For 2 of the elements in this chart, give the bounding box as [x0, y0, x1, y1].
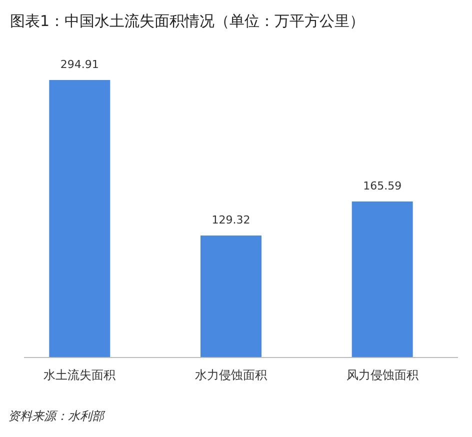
annotation: 资料来源：水利部: [8, 409, 104, 423]
title: 图表1：中国水土流失面积情况（单位：万平方公里）: [10, 12, 365, 30]
